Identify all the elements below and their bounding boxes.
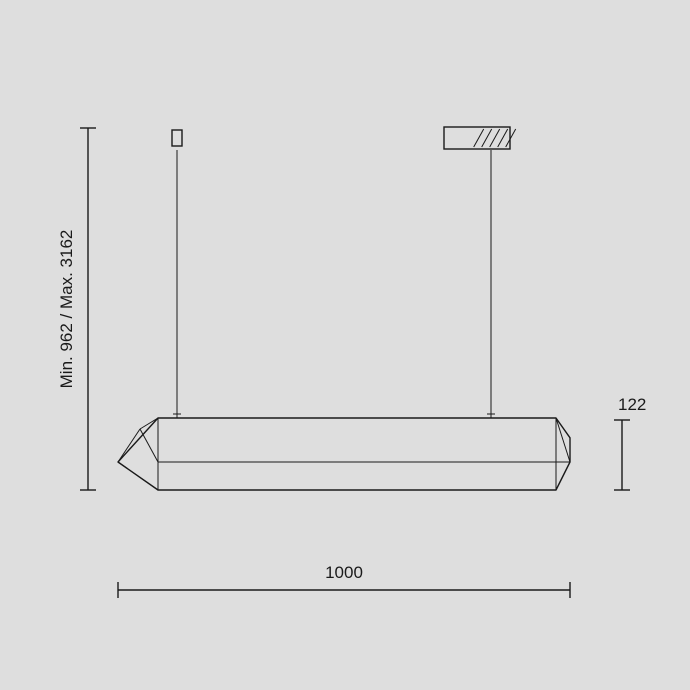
height-dimension-label: Min. 962 / Max. 3162 [57,230,76,389]
body-height-dimension-label: 122 [618,395,646,414]
dimension-drawing: Min. 962 / Max. 3162 1000 122 [0,0,690,690]
width-dimension-label: 1000 [325,563,363,582]
drawing-svg: Min. 962 / Max. 3162 1000 122 [0,0,690,690]
